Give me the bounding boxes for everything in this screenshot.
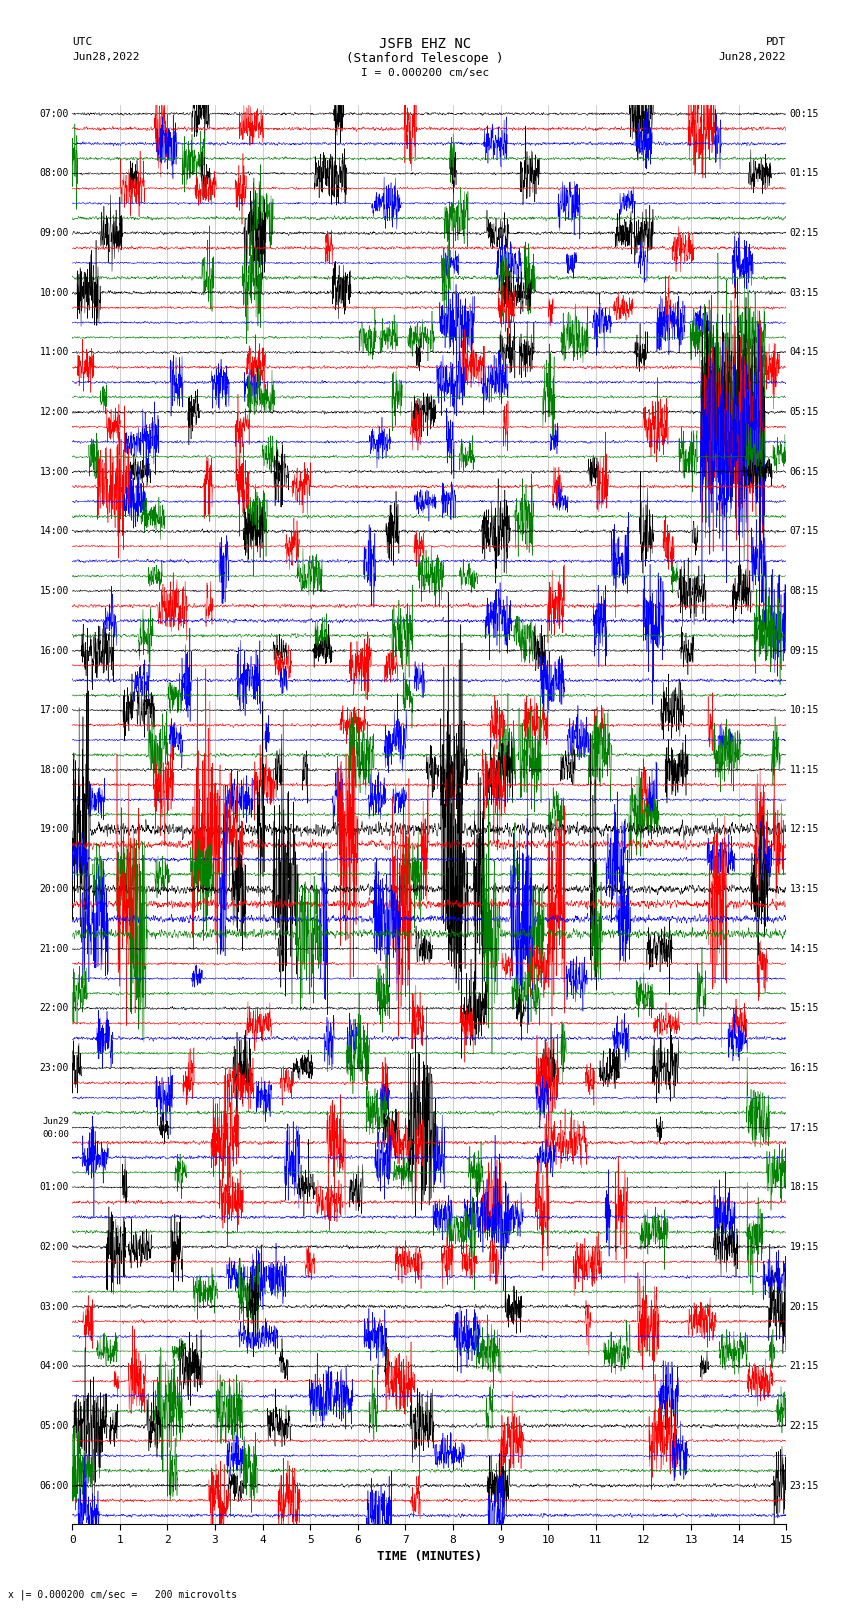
Text: 06:00: 06:00 [39,1481,69,1490]
Text: Jun29: Jun29 [42,1116,69,1126]
Text: 08:15: 08:15 [790,586,819,595]
Text: 20:00: 20:00 [39,884,69,894]
Text: 10:00: 10:00 [39,287,69,298]
Text: 06:15: 06:15 [790,466,819,476]
Text: 00:00: 00:00 [42,1129,69,1139]
Text: 03:00: 03:00 [39,1302,69,1311]
X-axis label: TIME (MINUTES): TIME (MINUTES) [377,1550,482,1563]
Text: PDT: PDT [766,37,786,47]
Text: (Stanford Telescope ): (Stanford Telescope ) [346,52,504,65]
Text: 09:15: 09:15 [790,645,819,655]
Text: 18:00: 18:00 [39,765,69,774]
Text: x |= 0.000200 cm/sec =   200 microvolts: x |= 0.000200 cm/sec = 200 microvolts [8,1589,238,1600]
Text: 02:15: 02:15 [790,227,819,239]
Text: 01:15: 01:15 [790,168,819,179]
Text: 02:00: 02:00 [39,1242,69,1252]
Text: 08:00: 08:00 [39,168,69,179]
Text: 21:00: 21:00 [39,944,69,953]
Text: 18:15: 18:15 [790,1182,819,1192]
Text: 21:15: 21:15 [790,1361,819,1371]
Text: 23:15: 23:15 [790,1481,819,1490]
Text: 11:00: 11:00 [39,347,69,358]
Text: UTC: UTC [72,37,93,47]
Text: 17:15: 17:15 [790,1123,819,1132]
Text: 23:00: 23:00 [39,1063,69,1073]
Text: 00:15: 00:15 [790,108,819,119]
Text: 19:00: 19:00 [39,824,69,834]
Text: 12:15: 12:15 [790,824,819,834]
Text: JSFB EHZ NC: JSFB EHZ NC [379,37,471,52]
Text: 16:00: 16:00 [39,645,69,655]
Text: 15:15: 15:15 [790,1003,819,1013]
Text: Jun28,2022: Jun28,2022 [719,52,786,61]
Text: Jun28,2022: Jun28,2022 [72,52,139,61]
Text: 11:15: 11:15 [790,765,819,774]
Text: 19:15: 19:15 [790,1242,819,1252]
Text: 13:00: 13:00 [39,466,69,476]
Text: 20:15: 20:15 [790,1302,819,1311]
Text: 05:00: 05:00 [39,1421,69,1431]
Text: 14:00: 14:00 [39,526,69,536]
Text: 10:15: 10:15 [790,705,819,715]
Text: 05:15: 05:15 [790,406,819,418]
Text: I = 0.000200 cm/sec: I = 0.000200 cm/sec [361,68,489,77]
Text: 13:15: 13:15 [790,884,819,894]
Text: 16:15: 16:15 [790,1063,819,1073]
Text: 07:00: 07:00 [39,108,69,119]
Text: 07:15: 07:15 [790,526,819,536]
Text: 01:00: 01:00 [39,1182,69,1192]
Text: 22:00: 22:00 [39,1003,69,1013]
Text: 22:15: 22:15 [790,1421,819,1431]
Text: 15:00: 15:00 [39,586,69,595]
Text: 03:15: 03:15 [790,287,819,298]
Text: 17:00: 17:00 [39,705,69,715]
Text: 04:00: 04:00 [39,1361,69,1371]
Text: 12:00: 12:00 [39,406,69,418]
Text: 09:00: 09:00 [39,227,69,239]
Text: 04:15: 04:15 [790,347,819,358]
Text: 14:15: 14:15 [790,944,819,953]
